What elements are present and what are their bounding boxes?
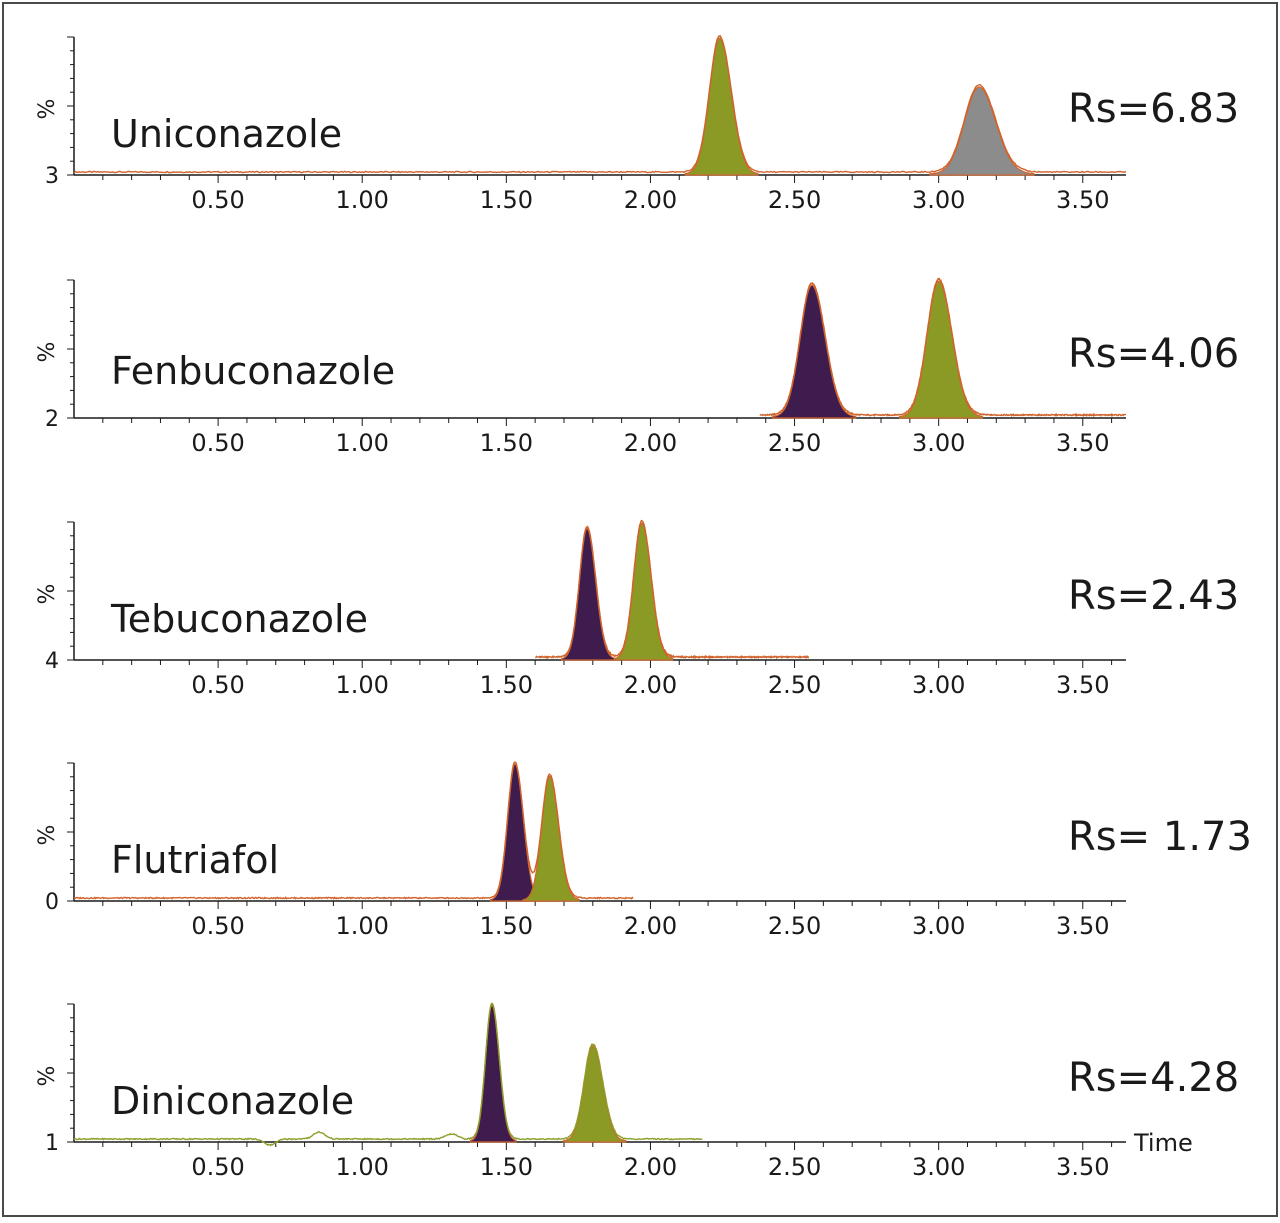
x-tick-label: 2.50 [768, 671, 821, 699]
x-tick-label: 2.00 [624, 429, 677, 457]
compound-label: Flutriafol [111, 838, 279, 882]
x-tick-label: 1.00 [336, 671, 389, 699]
y-axis-label: % [35, 342, 60, 363]
x-tick-label: 1.50 [480, 1153, 533, 1181]
x-tick-label: 3.00 [912, 912, 965, 940]
x-tick-label: 1.00 [336, 912, 389, 940]
resolution-label: Rs= 1.73 [1068, 814, 1252, 860]
chromatogram-trace [73, 761, 634, 900]
x-tick-label: 3.50 [1056, 186, 1109, 214]
x-tick-label: 2.00 [624, 1153, 677, 1181]
y-offset-label: 0 [45, 890, 59, 915]
x-tick-label: 3.50 [1056, 671, 1109, 699]
chromatogram-peak-2 [898, 280, 984, 419]
y-axis-label: % [35, 99, 60, 120]
x-tick-label: 2.50 [768, 186, 821, 214]
x-tick-label: 3.50 [1056, 1153, 1109, 1181]
y-axis-label: % [35, 584, 60, 605]
x-tick-label: 0.50 [191, 1153, 244, 1181]
chromatogram-peak-2 [929, 86, 1035, 176]
compound-label: Diniconazole [111, 1079, 354, 1123]
x-tick-label: 0.50 [191, 912, 244, 940]
compound-label: Uniconazole [111, 112, 342, 156]
x-tick-label: 3.00 [912, 429, 965, 457]
chromatogram-trace [534, 519, 810, 660]
x-tick-label: 0.50 [191, 429, 244, 457]
x-tick-label: 3.00 [912, 671, 965, 699]
y-offset-label: 3 [45, 164, 59, 189]
x-tick-label: 3.00 [912, 186, 965, 214]
x-tick-label: 2.00 [624, 912, 677, 940]
y-offset-label: 1 [45, 1131, 59, 1156]
x-tick-label: 2.50 [768, 912, 821, 940]
x-tick-label: 2.50 [768, 429, 821, 457]
x-tick-label: 3.00 [912, 1153, 965, 1181]
compound-label: Tebuconazole [110, 597, 368, 641]
resolution-label: Rs=6.83 [1068, 86, 1239, 132]
x-tick-label: 1.00 [336, 1153, 389, 1181]
x-tick-label: 2.00 [624, 671, 677, 699]
chromatogram-trace [73, 34, 1127, 174]
chromatogram-trace [73, 1002, 703, 1147]
resolution-label: Rs=4.28 [1068, 1055, 1239, 1101]
x-tick-label: 1.00 [336, 429, 389, 457]
x-tick-label: 3.50 [1056, 912, 1109, 940]
resolution-label: Rs=2.43 [1068, 573, 1239, 619]
x-tick-label: 1.00 [336, 186, 389, 214]
chromatogram-peak-1 [772, 284, 857, 419]
x-tick-label: 0.50 [191, 671, 244, 699]
x-tick-label: 2.00 [624, 186, 677, 214]
x-tick-label: 1.50 [480, 912, 533, 940]
x-tick-label: 0.50 [191, 186, 244, 214]
resolution-label: Rs=4.06 [1068, 331, 1239, 377]
x-tick-label: 1.50 [480, 429, 533, 457]
x-tick-label: 3.50 [1056, 429, 1109, 457]
x-tick-label: 2.50 [768, 1153, 821, 1181]
x-axis-label: Time [1133, 1129, 1193, 1157]
chromatogram-trace [759, 277, 1127, 418]
y-axis-label: % [35, 1066, 60, 1087]
y-offset-label: 4 [45, 649, 59, 674]
x-tick-label: 1.50 [480, 671, 533, 699]
y-axis-label: % [35, 825, 60, 846]
y-offset-label: 2 [45, 407, 59, 432]
x-tick-label: 1.50 [480, 186, 533, 214]
compound-label: Fenbuconazole [111, 349, 395, 393]
